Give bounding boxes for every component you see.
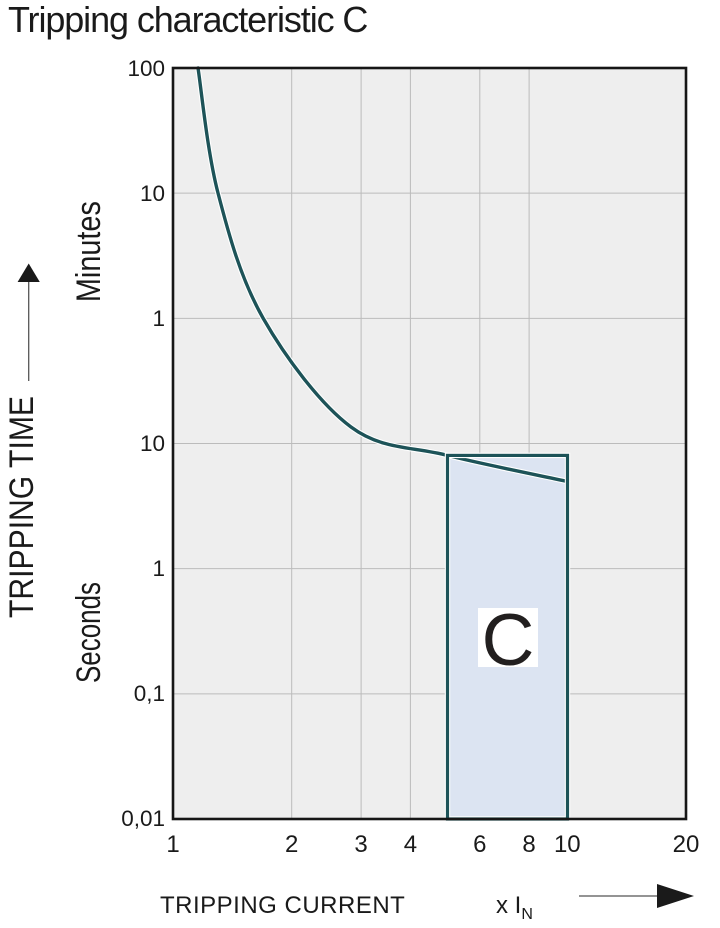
svg-text:1: 1 (166, 831, 179, 858)
svg-text:10: 10 (554, 831, 581, 858)
svg-text:8: 8 (522, 831, 535, 858)
svg-text:3: 3 (354, 831, 367, 858)
svg-text:10: 10 (140, 431, 165, 456)
svg-text:4: 4 (404, 831, 417, 858)
svg-text:Tripping characteristic C: Tripping characteristic C (8, 0, 367, 40)
svg-text:20: 20 (673, 831, 700, 858)
svg-text:2: 2 (285, 831, 298, 858)
svg-text:TRIPPING TIME: TRIPPING TIME (3, 396, 41, 618)
svg-text:10: 10 (140, 181, 165, 206)
svg-text:C: C (482, 600, 535, 681)
svg-text:1: 1 (152, 556, 165, 581)
svg-text:0,1: 0,1 (134, 681, 165, 706)
svg-text:Minutes: Minutes (70, 201, 108, 302)
svg-text:TRIPPING CURRENT: TRIPPING CURRENT (160, 892, 405, 919)
svg-text:0,01: 0,01 (121, 806, 165, 831)
svg-text:x IN: x IN (496, 892, 533, 923)
svg-text:1: 1 (152, 306, 165, 331)
svg-text:Seconds: Seconds (70, 582, 108, 683)
svg-text:100: 100 (127, 56, 165, 81)
svg-text:6: 6 (473, 831, 486, 858)
